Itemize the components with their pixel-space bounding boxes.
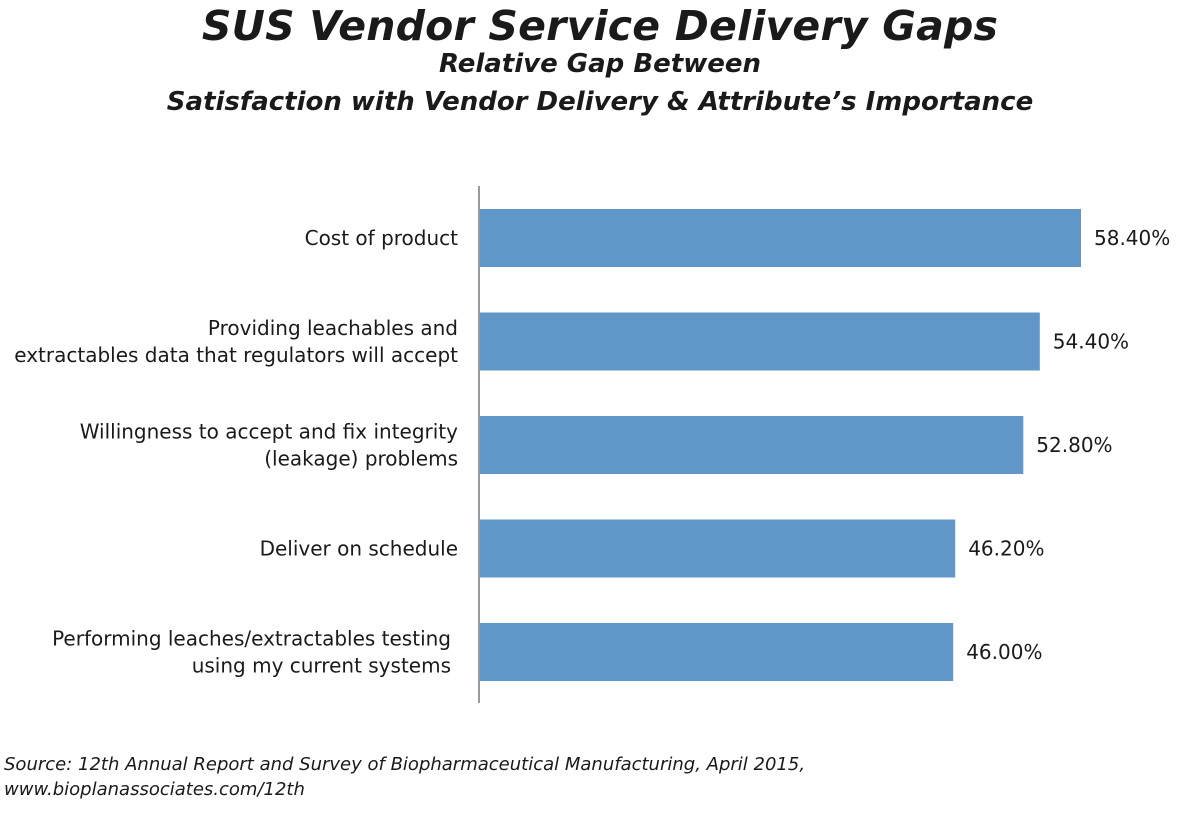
data-label-4: 46.20% [968, 537, 1044, 561]
bar-chart: 58.40% Cost of product 54.40% Providing lea… [14, 186, 1170, 703]
source-note: Source: 12th Annual Report and Survey of… [4, 752, 805, 802]
data-label-2: 54.40% [1053, 330, 1129, 354]
bar-2 [479, 312, 1040, 371]
category-label-1-line-1: Cost of product [305, 226, 459, 250]
bar-5 [479, 623, 954, 681]
source-line-2: www.bioplanassociates.com/12th [4, 779, 305, 800]
category-label-2-line-1: Providing leachables and [208, 316, 458, 340]
data-label-1: 58.40% [1094, 226, 1170, 250]
category-label-5-line-1: Performing leaches/extractables testing [52, 627, 451, 651]
category-label-3-line-1: Willingness to accept and fix integrity [80, 420, 458, 444]
source-line-1: Source: 12th Annual Report and Survey of… [4, 754, 806, 775]
category-label-2-line-2: extractables data that regulators will a… [14, 343, 458, 367]
category-label-4-line-1: Deliver on schedule [260, 537, 458, 561]
data-label-5: 46.00% [966, 640, 1042, 664]
bar-4 [479, 519, 956, 578]
chart-subtitle-line-2: Satisfaction with Vendor Delivery & Attr… [166, 87, 1034, 117]
chart-title: SUS Vendor Service Delivery Gaps [201, 2, 999, 50]
chart-subtitle-line-1: Relative Gap Between [438, 49, 762, 79]
bar-1 [479, 209, 1081, 267]
data-label-3: 52.80% [1036, 433, 1112, 457]
category-label-5-line-2: using my current systems [192, 654, 451, 678]
bar-3 [479, 416, 1024, 474]
category-label-3-line-2: (leakage) problems [264, 447, 458, 471]
